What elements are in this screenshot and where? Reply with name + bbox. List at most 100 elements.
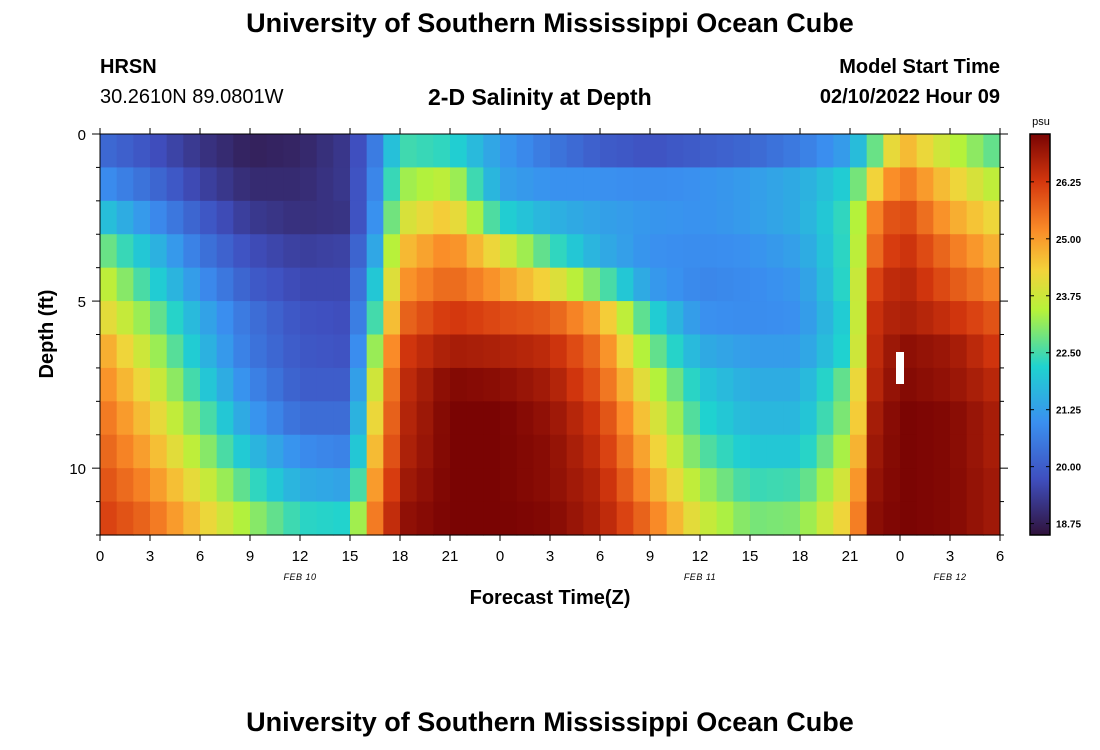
x-tick-label: 21 bbox=[442, 548, 459, 565]
heatmap-cell bbox=[866, 401, 884, 436]
heatmap-cell bbox=[466, 200, 484, 235]
heatmap-cell bbox=[100, 167, 118, 202]
heatmap-cell bbox=[900, 167, 918, 202]
heatmap-cell bbox=[833, 401, 851, 436]
heatmap-cell bbox=[500, 468, 518, 503]
heatmap-cell bbox=[200, 134, 218, 169]
heatmap-cell bbox=[800, 401, 818, 436]
heatmap-cell bbox=[216, 401, 234, 436]
heatmap-cell bbox=[800, 501, 818, 536]
heatmap-cell bbox=[233, 367, 251, 402]
heatmap-cell bbox=[933, 234, 951, 269]
heatmap-cell bbox=[933, 401, 951, 436]
heatmap-cell bbox=[833, 267, 851, 302]
heatmap-cell bbox=[633, 334, 651, 369]
heatmap-cell bbox=[883, 301, 901, 336]
heatmap-cell bbox=[633, 267, 651, 302]
heatmap-cell bbox=[233, 200, 251, 235]
heatmap-cell bbox=[783, 468, 801, 503]
heatmap-cell bbox=[650, 234, 668, 269]
heatmap-cell bbox=[500, 301, 518, 336]
heatmap-cell bbox=[600, 234, 618, 269]
heatmap-cell bbox=[533, 501, 551, 536]
heatmap-cell bbox=[700, 501, 718, 536]
heatmap-cell bbox=[150, 301, 168, 336]
heatmap-cell bbox=[900, 267, 918, 302]
heatmap-cell bbox=[733, 434, 751, 469]
heatmap-cell bbox=[266, 367, 284, 402]
heatmap-cell bbox=[650, 468, 668, 503]
heatmap-cell bbox=[600, 301, 618, 336]
heatmap-cell bbox=[116, 234, 134, 269]
heatmap-cell bbox=[433, 367, 451, 402]
heatmap-cell bbox=[983, 234, 1001, 269]
colorbar-tick-label: 22.50 bbox=[1056, 349, 1081, 360]
heatmap-cell bbox=[233, 401, 251, 436]
heatmap-cell bbox=[866, 167, 884, 202]
heatmap-cell bbox=[150, 334, 168, 369]
heatmap-cell bbox=[550, 267, 568, 302]
x-tick-label: 0 bbox=[496, 548, 504, 565]
heatmap-cell bbox=[116, 401, 134, 436]
heatmap-cell bbox=[750, 234, 768, 269]
heatmap-cell bbox=[150, 200, 168, 235]
heatmap-cell bbox=[616, 334, 634, 369]
heatmap-cell bbox=[683, 234, 701, 269]
heatmap-cell bbox=[200, 301, 218, 336]
heatmap-cell bbox=[916, 134, 934, 169]
y-tick-label: 0 bbox=[78, 127, 86, 144]
heatmap-cell bbox=[466, 267, 484, 302]
heatmap-cell bbox=[733, 301, 751, 336]
heatmap-cell bbox=[616, 434, 634, 469]
heatmap-cell bbox=[783, 200, 801, 235]
heatmap-cell bbox=[516, 434, 534, 469]
heatmap-cell bbox=[800, 434, 818, 469]
heatmap-cell bbox=[716, 501, 734, 536]
heatmap-cell bbox=[466, 501, 484, 536]
heatmap-cell bbox=[716, 200, 734, 235]
heatmap-cell bbox=[100, 501, 118, 536]
heatmap-cell bbox=[716, 401, 734, 436]
heatmap-cell bbox=[550, 434, 568, 469]
heatmap-cell bbox=[383, 234, 401, 269]
heatmap-cell bbox=[316, 334, 334, 369]
colorbar-tick-label: 26.25 bbox=[1056, 178, 1081, 189]
heatmap-cell bbox=[600, 401, 618, 436]
heatmap-cell bbox=[166, 234, 184, 269]
heatmap-cell bbox=[566, 200, 584, 235]
heatmap-cell bbox=[916, 267, 934, 302]
heatmap-cell bbox=[433, 267, 451, 302]
heatmap-cell bbox=[350, 434, 368, 469]
heatmap-cell bbox=[216, 301, 234, 336]
heatmap-cell bbox=[783, 167, 801, 202]
heatmap-cell bbox=[850, 301, 868, 336]
heatmap-cell bbox=[333, 301, 351, 336]
heatmap-cell bbox=[316, 401, 334, 436]
heatmap-cell bbox=[383, 200, 401, 235]
heatmap-cell bbox=[633, 301, 651, 336]
heatmap-cell bbox=[566, 434, 584, 469]
heatmap-cell bbox=[816, 134, 834, 169]
heatmap-cell bbox=[816, 367, 834, 402]
heatmap-cell bbox=[866, 367, 884, 402]
heatmap-cell bbox=[516, 134, 534, 169]
heatmap-cell bbox=[150, 468, 168, 503]
heatmap-cell bbox=[516, 367, 534, 402]
heatmap-cell bbox=[633, 234, 651, 269]
heatmap-cell bbox=[283, 134, 301, 169]
heatmap-cell bbox=[416, 434, 434, 469]
heatmap-cell bbox=[266, 468, 284, 503]
heatmap-cell bbox=[150, 267, 168, 302]
heatmap-cell bbox=[633, 401, 651, 436]
heatmap-cell bbox=[366, 468, 384, 503]
heatmap-cell bbox=[816, 267, 834, 302]
x-tick-label: 18 bbox=[792, 548, 809, 565]
heatmap-cell bbox=[400, 301, 418, 336]
heatmap-cell bbox=[366, 401, 384, 436]
heatmap-cell bbox=[716, 301, 734, 336]
heatmap-cell bbox=[266, 234, 284, 269]
heatmap-cell bbox=[666, 501, 684, 536]
heatmap-cell bbox=[866, 301, 884, 336]
heatmap-cell bbox=[350, 401, 368, 436]
heatmap-cell bbox=[683, 501, 701, 536]
